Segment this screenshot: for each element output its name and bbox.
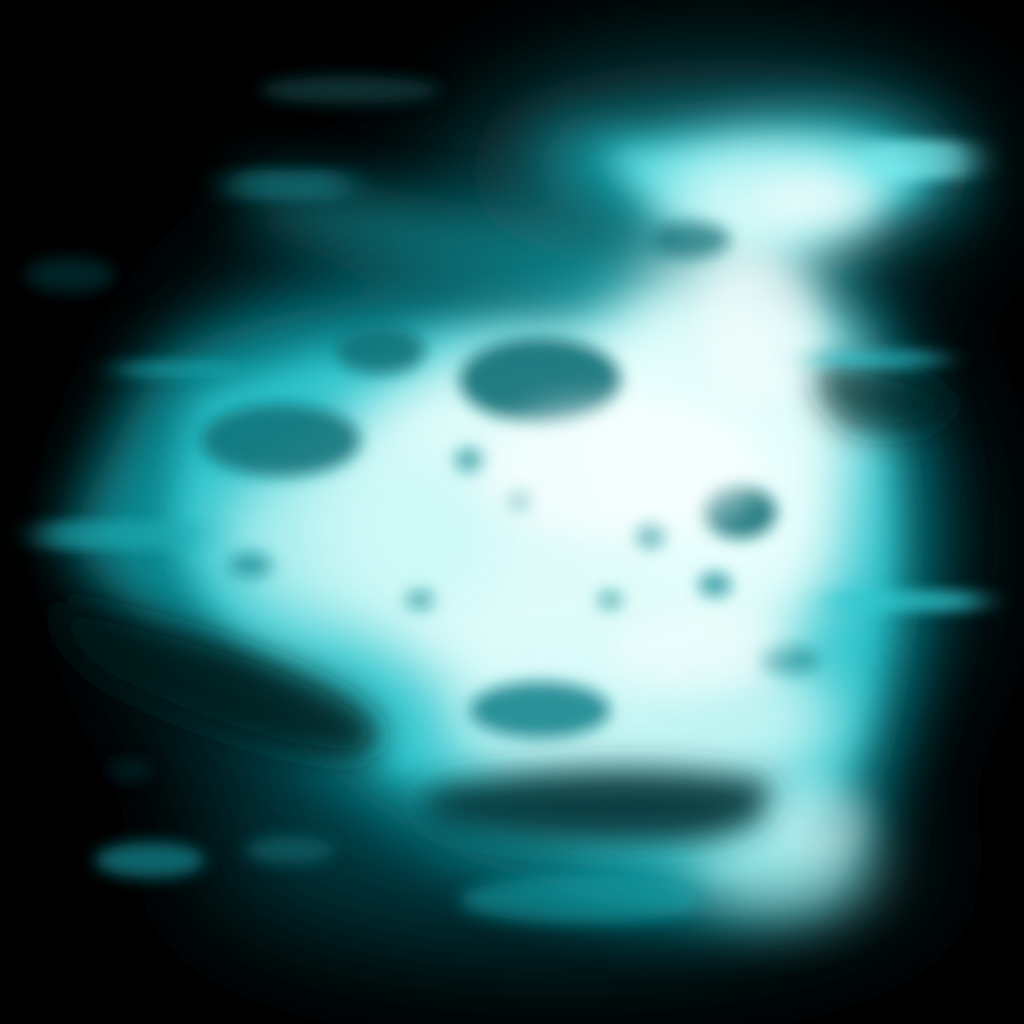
dark-bands — [56, 360, 960, 844]
fragment — [95, 842, 205, 878]
dark-spot — [598, 592, 622, 608]
fragment — [25, 257, 115, 293]
highlight — [760, 175, 880, 225]
streak — [120, 360, 240, 378]
streak — [830, 590, 980, 612]
motion-streaks — [40, 140, 980, 612]
highlight — [770, 780, 870, 860]
dark-spot — [650, 222, 730, 258]
dark-band-lower — [420, 769, 772, 844]
dark-spot — [456, 449, 484, 471]
upper-left-streak — [240, 180, 700, 285]
streak — [860, 140, 970, 180]
streak — [230, 170, 350, 200]
streak — [40, 520, 200, 550]
fragment — [460, 876, 700, 924]
dark-spot — [699, 573, 731, 597]
dark-spot — [228, 553, 272, 577]
highlight — [480, 400, 760, 540]
dark-spot — [460, 338, 620, 422]
fragment — [108, 760, 152, 780]
streak — [800, 350, 940, 368]
dark-spot — [406, 591, 434, 609]
highlight — [610, 610, 790, 690]
dark-band-left — [56, 600, 381, 760]
highlight — [700, 260, 820, 400]
dark-spot — [200, 404, 360, 476]
fragment — [260, 76, 440, 104]
core-left — [220, 440, 500, 640]
dark-spot — [470, 682, 610, 738]
outlying-fragments — [25, 76, 700, 924]
dark-spots — [200, 222, 820, 738]
hot-highlights — [480, 175, 880, 860]
fragment — [245, 836, 335, 864]
dark-band-right — [816, 360, 960, 434]
dark-spot — [335, 326, 425, 374]
